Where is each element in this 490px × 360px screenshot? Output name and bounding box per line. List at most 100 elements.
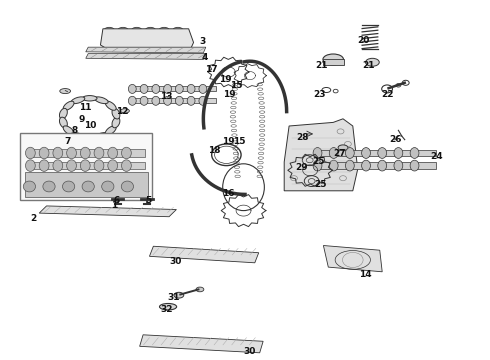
Text: 21: 21 bbox=[363, 61, 375, 70]
Text: 29: 29 bbox=[295, 163, 308, 172]
Bar bbox=[314, 150, 436, 156]
Bar bbox=[27, 149, 145, 157]
Bar bbox=[130, 98, 216, 103]
Ellipse shape bbox=[94, 147, 104, 159]
Text: 30: 30 bbox=[244, 346, 256, 356]
Ellipse shape bbox=[59, 117, 67, 128]
Ellipse shape bbox=[140, 96, 148, 105]
Ellipse shape bbox=[362, 160, 370, 171]
Ellipse shape bbox=[378, 160, 387, 171]
Ellipse shape bbox=[43, 181, 55, 192]
Ellipse shape bbox=[164, 85, 171, 94]
Text: 5: 5 bbox=[145, 196, 151, 205]
Polygon shape bbox=[100, 29, 194, 48]
Ellipse shape bbox=[329, 148, 338, 158]
Ellipse shape bbox=[82, 96, 97, 101]
Ellipse shape bbox=[187, 85, 195, 94]
Text: 17: 17 bbox=[205, 65, 218, 74]
Text: 16: 16 bbox=[222, 189, 235, 198]
Ellipse shape bbox=[175, 96, 183, 105]
Polygon shape bbox=[140, 335, 263, 353]
Ellipse shape bbox=[313, 148, 322, 158]
Ellipse shape bbox=[378, 148, 387, 158]
Text: 19: 19 bbox=[223, 90, 236, 99]
Ellipse shape bbox=[82, 181, 94, 192]
Ellipse shape bbox=[128, 85, 136, 94]
Text: 14: 14 bbox=[359, 270, 371, 279]
Ellipse shape bbox=[60, 89, 71, 94]
Ellipse shape bbox=[152, 85, 160, 94]
Ellipse shape bbox=[118, 27, 128, 34]
Ellipse shape bbox=[345, 160, 354, 171]
Ellipse shape bbox=[152, 96, 160, 105]
Ellipse shape bbox=[71, 132, 85, 139]
Ellipse shape bbox=[140, 85, 148, 94]
Text: 31: 31 bbox=[168, 292, 180, 302]
Ellipse shape bbox=[174, 292, 184, 298]
Ellipse shape bbox=[175, 85, 183, 94]
Ellipse shape bbox=[172, 27, 183, 34]
Ellipse shape bbox=[25, 147, 35, 159]
Text: 15: 15 bbox=[233, 137, 245, 146]
Text: 13: 13 bbox=[160, 92, 173, 101]
Text: 2: 2 bbox=[30, 214, 36, 223]
Ellipse shape bbox=[362, 148, 370, 158]
Ellipse shape bbox=[159, 27, 170, 34]
Ellipse shape bbox=[95, 97, 108, 104]
Ellipse shape bbox=[187, 96, 195, 105]
Ellipse shape bbox=[24, 181, 36, 192]
Text: 25: 25 bbox=[315, 180, 327, 189]
Text: 27: 27 bbox=[333, 149, 345, 158]
Ellipse shape bbox=[122, 181, 133, 192]
Text: 28: 28 bbox=[296, 133, 309, 142]
Polygon shape bbox=[149, 246, 259, 263]
Ellipse shape bbox=[122, 160, 131, 171]
Text: 26: 26 bbox=[390, 135, 402, 144]
Text: 3: 3 bbox=[199, 37, 205, 46]
Bar bbox=[20, 133, 152, 200]
Text: 6: 6 bbox=[114, 196, 120, 205]
Ellipse shape bbox=[394, 160, 403, 171]
Text: 11: 11 bbox=[79, 103, 92, 112]
Text: 19: 19 bbox=[221, 137, 234, 146]
Bar bbox=[314, 162, 436, 169]
Ellipse shape bbox=[366, 58, 379, 66]
Ellipse shape bbox=[410, 160, 419, 171]
Ellipse shape bbox=[95, 132, 108, 139]
Ellipse shape bbox=[80, 147, 90, 159]
Bar bbox=[24, 172, 148, 197]
Bar bbox=[323, 59, 344, 65]
Ellipse shape bbox=[82, 135, 97, 140]
Ellipse shape bbox=[199, 85, 207, 94]
Ellipse shape bbox=[67, 147, 76, 159]
Ellipse shape bbox=[121, 109, 129, 113]
Ellipse shape bbox=[131, 27, 142, 34]
Ellipse shape bbox=[396, 84, 401, 87]
Polygon shape bbox=[86, 47, 206, 53]
Ellipse shape bbox=[108, 147, 118, 159]
Ellipse shape bbox=[63, 181, 74, 192]
Ellipse shape bbox=[63, 101, 74, 110]
Ellipse shape bbox=[102, 181, 114, 192]
Text: 30: 30 bbox=[169, 257, 182, 266]
Ellipse shape bbox=[39, 160, 49, 171]
Ellipse shape bbox=[145, 27, 156, 34]
Text: 32: 32 bbox=[160, 305, 173, 314]
Ellipse shape bbox=[164, 96, 171, 105]
Text: 1: 1 bbox=[111, 201, 117, 210]
Text: 25: 25 bbox=[312, 157, 325, 166]
Polygon shape bbox=[39, 206, 176, 217]
Ellipse shape bbox=[59, 108, 67, 119]
Ellipse shape bbox=[105, 126, 116, 135]
Bar bbox=[108, 34, 186, 45]
Bar bbox=[130, 86, 216, 91]
Text: 21: 21 bbox=[315, 62, 328, 71]
Text: 9: 9 bbox=[78, 115, 85, 124]
Ellipse shape bbox=[53, 147, 63, 159]
Text: 24: 24 bbox=[430, 152, 442, 161]
Ellipse shape bbox=[199, 96, 207, 105]
Ellipse shape bbox=[108, 160, 118, 171]
Ellipse shape bbox=[410, 148, 419, 158]
Polygon shape bbox=[284, 119, 358, 191]
Text: 18: 18 bbox=[208, 146, 220, 155]
